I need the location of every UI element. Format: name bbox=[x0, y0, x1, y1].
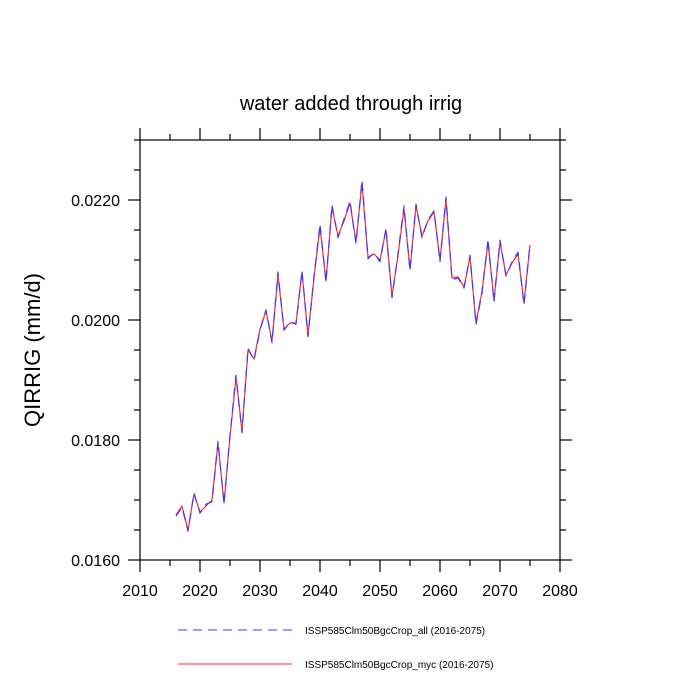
chart-title: water added through irrig bbox=[239, 93, 462, 115]
axis-tick-labels: 2010 2020 2030 2040 2050 2060 2070 2080 0.0160 0.… bbox=[71, 193, 578, 600]
y-tick-label: 0.0220 bbox=[71, 193, 120, 210]
x-tick-label: 2030 bbox=[242, 583, 278, 600]
x-tick-label: 2080 bbox=[542, 583, 578, 600]
x-tick-label: 2050 bbox=[362, 583, 398, 600]
y-tick-label: 0.0180 bbox=[71, 433, 120, 450]
x-tick-label: 2070 bbox=[482, 583, 518, 600]
x-tick-label: 2020 bbox=[182, 583, 218, 600]
y-axis-label: QIRRIG (mm/d) bbox=[20, 273, 45, 427]
legend: ISSP585Clm50BgcCrop_all (2016-2075) ISSP5… bbox=[178, 626, 493, 671]
axis-ticks bbox=[128, 128, 572, 572]
legend-label-0: ISSP585Clm50BgcCrop_all (2016-2075) bbox=[305, 626, 485, 637]
x-tick-label: 2010 bbox=[122, 583, 158, 600]
series-lines bbox=[175, 179, 531, 532]
series-line-0 bbox=[175, 179, 531, 532]
legend-label-1: ISSP585Clm50BgcCrop_myc (2016-2075) bbox=[305, 660, 493, 671]
y-tick-label: 0.0200 bbox=[71, 313, 120, 330]
series-line-1 bbox=[175, 182, 531, 531]
y-tick-label: 0.0160 bbox=[71, 553, 120, 570]
x-tick-label: 2060 bbox=[422, 583, 458, 600]
x-tick-label: 2040 bbox=[302, 583, 338, 600]
